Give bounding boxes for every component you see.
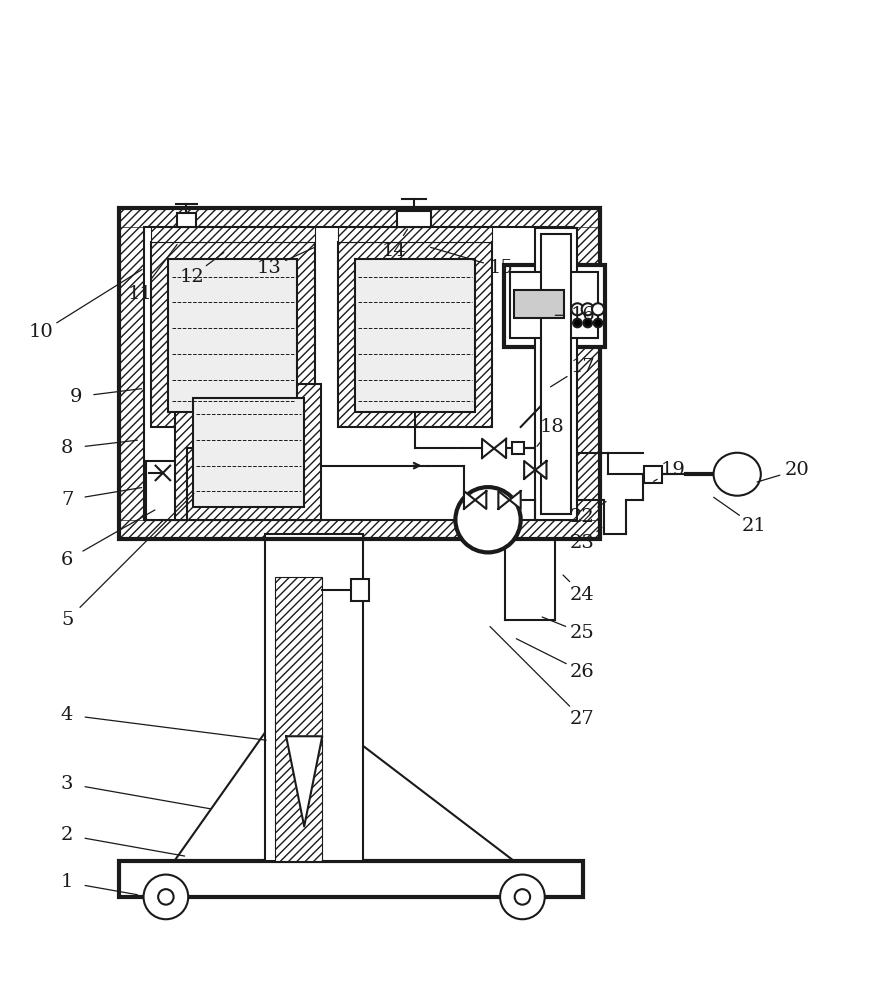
Circle shape — [515, 889, 530, 905]
Bar — [151, 242, 314, 427]
Bar — [275, 577, 322, 861]
Text: 27: 27 — [570, 710, 595, 728]
Polygon shape — [535, 461, 546, 479]
Text: 24: 24 — [570, 586, 595, 604]
Bar — [351, 579, 369, 601]
Bar — [338, 227, 492, 242]
Text: 1: 1 — [61, 873, 73, 891]
Circle shape — [572, 303, 583, 315]
Text: 17: 17 — [570, 358, 595, 376]
Circle shape — [143, 875, 189, 919]
Circle shape — [592, 303, 604, 315]
Bar — [168, 259, 298, 412]
Bar — [535, 228, 576, 520]
Polygon shape — [286, 736, 322, 826]
Text: 13: 13 — [257, 259, 281, 277]
Bar — [514, 290, 564, 318]
Bar — [574, 208, 600, 539]
Text: 9: 9 — [70, 388, 82, 406]
Circle shape — [583, 319, 592, 327]
Bar — [177, 213, 196, 227]
Text: 18: 18 — [540, 418, 565, 436]
Bar — [355, 259, 475, 412]
Polygon shape — [475, 491, 486, 509]
Text: 11: 11 — [127, 285, 153, 303]
Text: 5: 5 — [61, 611, 73, 629]
Text: 10: 10 — [29, 323, 53, 341]
Text: 12: 12 — [179, 268, 204, 286]
Text: 22: 22 — [570, 508, 595, 526]
Text: 25: 25 — [570, 624, 595, 642]
Polygon shape — [464, 491, 475, 509]
Ellipse shape — [713, 453, 760, 496]
Bar — [119, 208, 600, 539]
Polygon shape — [524, 461, 535, 479]
Bar — [175, 384, 321, 520]
Polygon shape — [482, 439, 494, 458]
Text: 3: 3 — [61, 775, 73, 793]
Circle shape — [158, 889, 174, 905]
Text: 6: 6 — [61, 551, 73, 569]
Text: 23: 23 — [570, 534, 595, 552]
Polygon shape — [494, 439, 506, 458]
Bar — [193, 398, 304, 507]
Text: 14: 14 — [382, 242, 406, 260]
Text: 2: 2 — [61, 826, 73, 844]
Bar — [511, 272, 598, 338]
Circle shape — [573, 319, 581, 327]
Bar — [535, 228, 576, 520]
Bar — [119, 208, 144, 539]
Text: 7: 7 — [61, 491, 73, 509]
Bar — [146, 461, 188, 520]
Bar — [397, 211, 431, 227]
Polygon shape — [498, 491, 510, 509]
Bar — [644, 466, 662, 483]
Text: 16: 16 — [570, 306, 595, 324]
Bar — [338, 242, 492, 427]
Polygon shape — [510, 491, 520, 509]
Text: 8: 8 — [61, 439, 73, 457]
Text: 15: 15 — [489, 259, 513, 277]
Bar — [144, 227, 574, 520]
Circle shape — [581, 303, 594, 315]
Text: 26: 26 — [570, 663, 595, 681]
Bar — [119, 861, 582, 897]
Bar — [119, 520, 600, 539]
Circle shape — [456, 487, 520, 552]
Text: 4: 4 — [61, 706, 73, 724]
Bar — [265, 534, 363, 861]
Bar — [151, 227, 314, 242]
Text: 19: 19 — [660, 461, 685, 479]
Circle shape — [594, 319, 602, 327]
Bar — [504, 265, 605, 347]
Bar — [541, 234, 571, 514]
Bar — [512, 442, 524, 454]
Bar — [119, 208, 600, 227]
Text: 21: 21 — [742, 517, 766, 535]
Circle shape — [500, 875, 545, 919]
Text: 20: 20 — [785, 461, 809, 479]
